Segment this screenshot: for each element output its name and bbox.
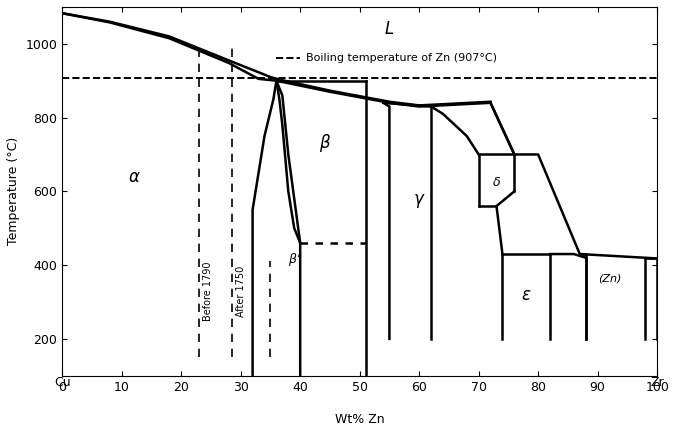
Text: Before 1790: Before 1790 — [203, 261, 213, 321]
Text: After 1750: After 1750 — [236, 265, 246, 317]
Text: Zr: Zr — [650, 376, 664, 389]
Text: ε: ε — [522, 286, 531, 304]
Text: β: β — [318, 134, 329, 152]
Text: δ: δ — [493, 176, 500, 189]
Text: Boiling temperature of Zn (907°C): Boiling temperature of Zn (907°C) — [306, 53, 497, 63]
X-axis label: Wt% Zn: Wt% Zn — [335, 413, 385, 426]
Text: L: L — [385, 20, 394, 38]
Text: α: α — [128, 168, 139, 186]
Text: β’: β’ — [288, 253, 300, 266]
Y-axis label: Temperature (°C): Temperature (°C) — [7, 137, 20, 246]
Text: γ: γ — [414, 190, 424, 208]
Text: Cu: Cu — [54, 376, 70, 389]
Text: (Zn): (Zn) — [598, 273, 621, 283]
